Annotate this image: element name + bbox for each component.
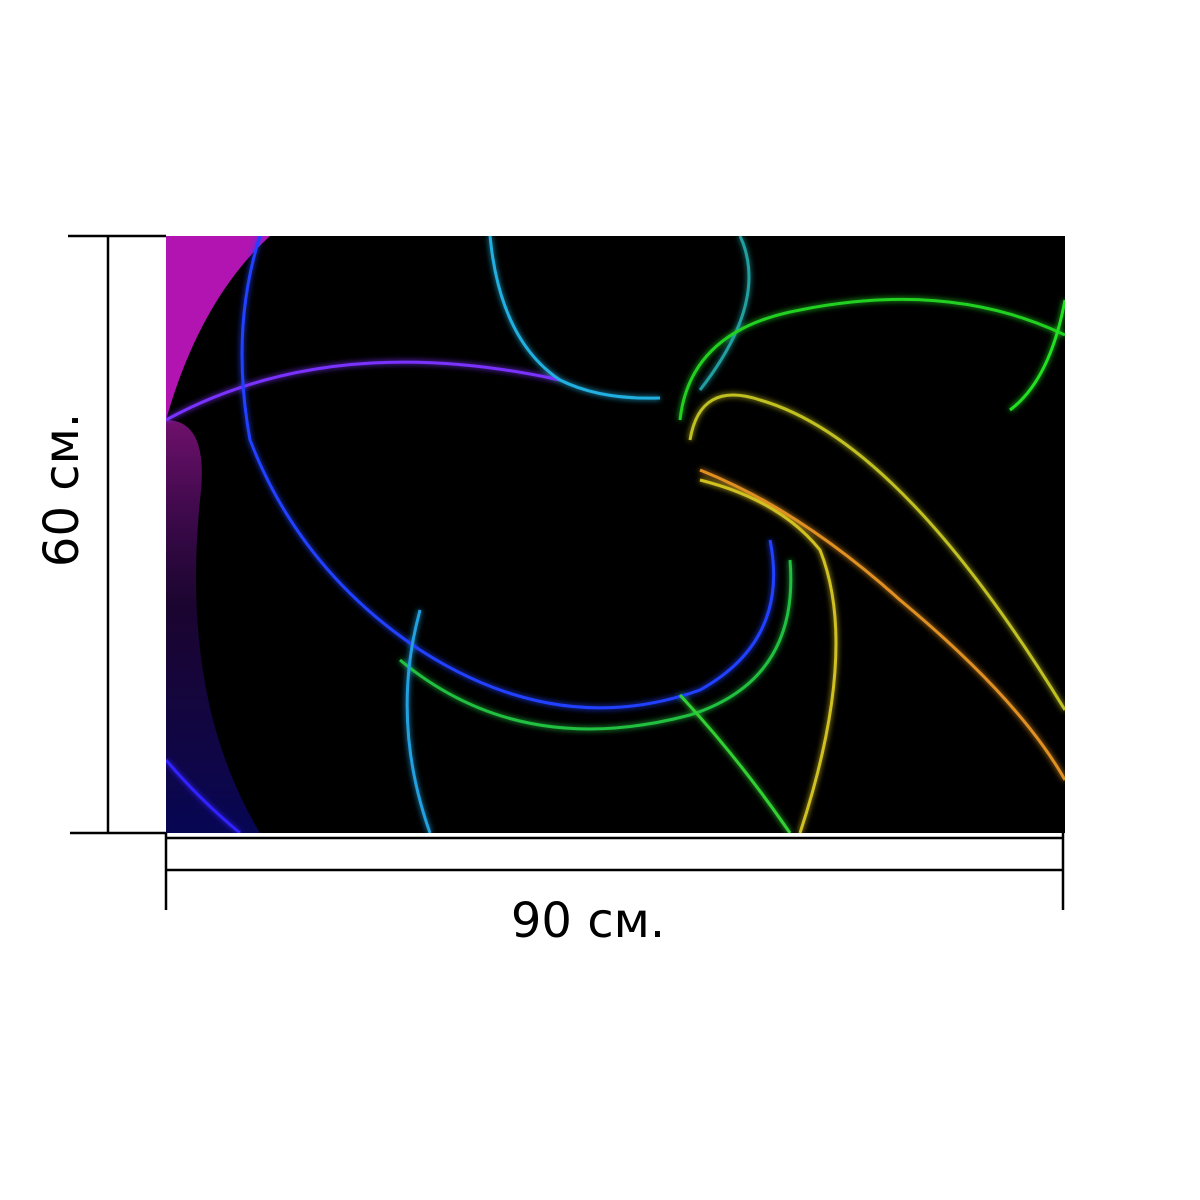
artwork bbox=[166, 236, 1065, 833]
height-dimension: 60 см. bbox=[34, 234, 166, 835]
width-label: 90 см. bbox=[511, 893, 665, 949]
width-dimension: 90 см. bbox=[164, 833, 1065, 949]
height-label: 60 см. bbox=[34, 413, 90, 567]
